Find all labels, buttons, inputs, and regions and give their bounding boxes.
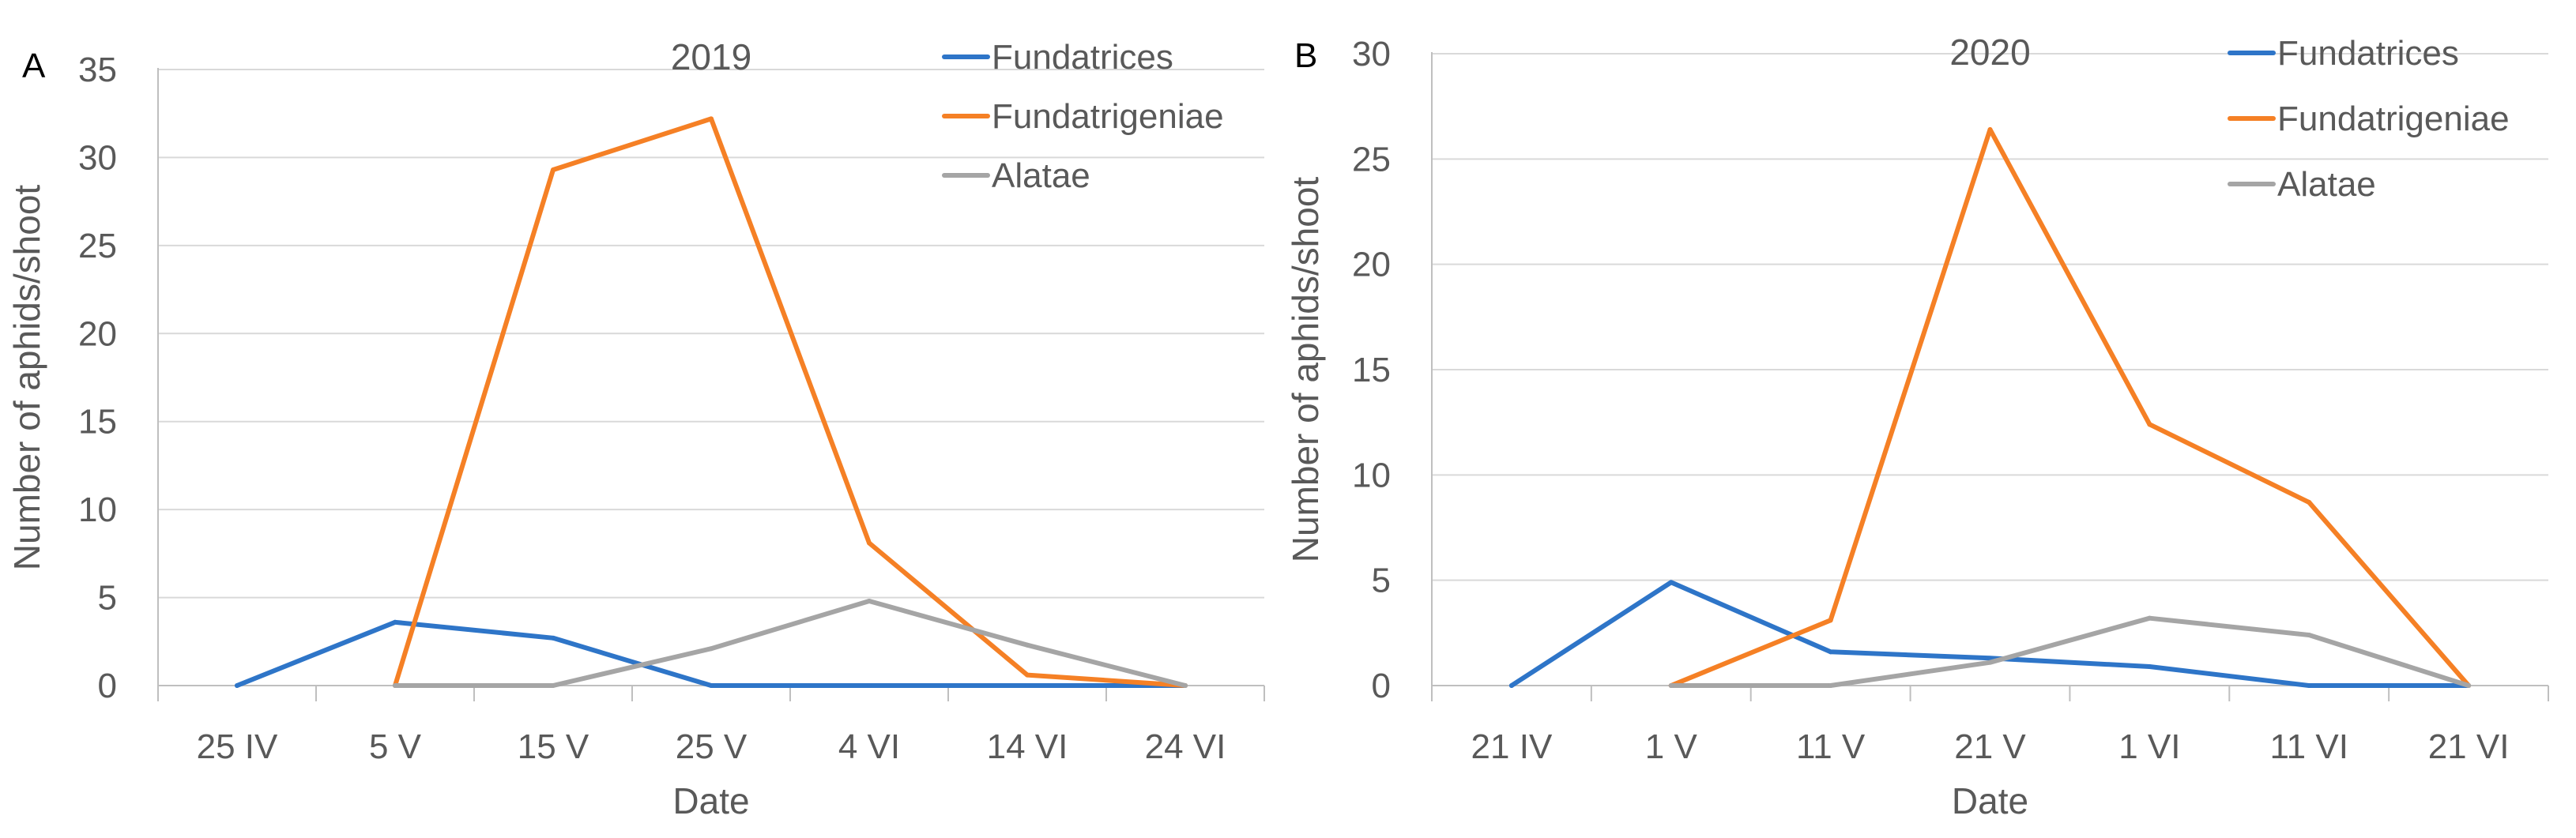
data-point-fundatrices	[1668, 580, 1674, 585]
data-point-fundatrigeniae	[1828, 618, 1833, 623]
data-point-fundatrices	[2147, 664, 2152, 669]
data-point-fundatrices	[551, 635, 555, 641]
y-tick-label: 30	[1352, 35, 1391, 73]
chart-title: 2019	[671, 36, 751, 77]
legend-label-fundatrices: Fundatrices	[992, 38, 1173, 77]
x-tick-label: 21 IV	[1471, 727, 1553, 766]
x-tick-label: 21 VI	[2428, 727, 2510, 766]
chart-title: 2020	[1949, 32, 2030, 73]
x-tick-label: 11 V	[1796, 727, 1866, 766]
data-point-alatae	[709, 646, 714, 652]
chart-panel-b: B 0 5 10 15 20 25 30 21 IV 1 V 11 V 21 V 1 VI 11 VI 21…	[1285, 32, 2549, 821]
panel-letter: B	[1294, 36, 1317, 75]
series-line-fundatrigeniae	[393, 116, 1188, 688]
data-point-fundatrigeniae	[2147, 422, 2152, 427]
legend-label-fundatrigeniae: Fundatrigeniae	[2277, 100, 2510, 138]
series-line-alatae	[393, 599, 1188, 688]
legend-label-alatae: Alatae	[992, 156, 1090, 195]
legend-label-fundatrigeniae: Fundatrigeniae	[992, 97, 1224, 136]
y-tick-label: 25	[1352, 140, 1391, 178]
data-point-fundatrigeniae	[1987, 127, 1993, 132]
x-tick-label: 14 VI	[987, 727, 1068, 766]
y-tick-label: 10	[1352, 456, 1391, 494]
x-tick-label: 4 VI	[838, 727, 900, 766]
data-point-fundatrices	[2307, 683, 2312, 688]
data-point-fundatrices	[1025, 683, 1030, 688]
y-tick-label: 5	[1372, 562, 1391, 600]
series-line-fundatrigeniae	[1668, 127, 2472, 688]
data-point-fundatrigeniae	[709, 116, 714, 122]
y-axis-label: Number of aphids/shoot	[1285, 177, 1326, 563]
y-tick-label: 20	[78, 314, 117, 353]
y-tick-label: 10	[78, 490, 117, 529]
data-point-fundatrices	[709, 683, 714, 688]
data-point-alatae	[1025, 642, 1030, 648]
y-tick-label: 0	[98, 667, 117, 705]
data-point-fundatrices	[1828, 649, 1833, 655]
x-axis-label: Date	[672, 780, 749, 821]
y-axis-label: Number of aphids/shoot	[6, 185, 47, 571]
data-point-alatae	[1668, 683, 1674, 688]
y-tick-label: 20	[1352, 246, 1391, 284]
x-tick-label: 24 VI	[1145, 727, 1226, 766]
chart-panel-a: A 0 5 10 15 20 25 30 35 25 IV 5 V 15 V 25 V 4 VI 14 VI…	[6, 36, 1265, 821]
data-point-alatae	[1828, 683, 1833, 688]
legend-label-fundatrices: Fundatrices	[2277, 34, 2459, 73]
x-tick-label: 21 V	[1954, 727, 2026, 766]
data-point-fundatrices	[1987, 656, 1993, 661]
x-tick-label: 5 V	[369, 727, 422, 766]
x-tick-label: 15 V	[518, 727, 589, 766]
y-tick-label: 15	[78, 403, 117, 442]
x-axis-label: Date	[1952, 780, 2028, 821]
data-point-fundatrigeniae	[867, 540, 872, 546]
x-tick-label: 1 V	[1645, 727, 1698, 766]
series-line-alatae	[1668, 615, 2472, 688]
y-tick-label: 15	[1352, 351, 1391, 389]
data-point-alatae	[551, 683, 555, 688]
data-point-fundatrigeniae	[551, 167, 555, 173]
data-point-fundatrigeniae	[1025, 672, 1030, 678]
data-point-fundatrices	[235, 683, 239, 688]
x-tick-label: 11 VI	[2269, 727, 2348, 766]
x-tick-label: 1 VI	[2118, 727, 2180, 766]
data-point-fundatrices	[393, 619, 397, 625]
data-point-alatae	[867, 599, 872, 604]
data-point-alatae	[2307, 633, 2312, 637]
x-tick-label: 25 V	[676, 727, 748, 766]
y-tick-label: 25	[78, 227, 117, 265]
legend-label-alatae: Alatae	[2277, 165, 2376, 204]
panel-letter: A	[22, 47, 46, 85]
data-point-alatae	[2147, 615, 2152, 621]
data-point-fundatrices	[1508, 683, 1514, 688]
data-point-alatae	[1987, 660, 1993, 665]
y-tick-label: 35	[78, 51, 117, 89]
y-tick-label: 30	[78, 138, 117, 177]
data-point-alatae	[393, 683, 397, 688]
data-point-alatae	[2466, 683, 2472, 688]
x-tick-label: 25 IV	[197, 727, 278, 766]
series-line-fundatrices	[1508, 580, 2472, 688]
data-point-fundatrigeniae	[2307, 500, 2312, 505]
data-point-alatae	[1183, 683, 1188, 688]
y-tick-label: 0	[1372, 667, 1391, 705]
y-tick-label: 5	[98, 579, 117, 618]
data-point-fundatrices	[867, 683, 872, 688]
